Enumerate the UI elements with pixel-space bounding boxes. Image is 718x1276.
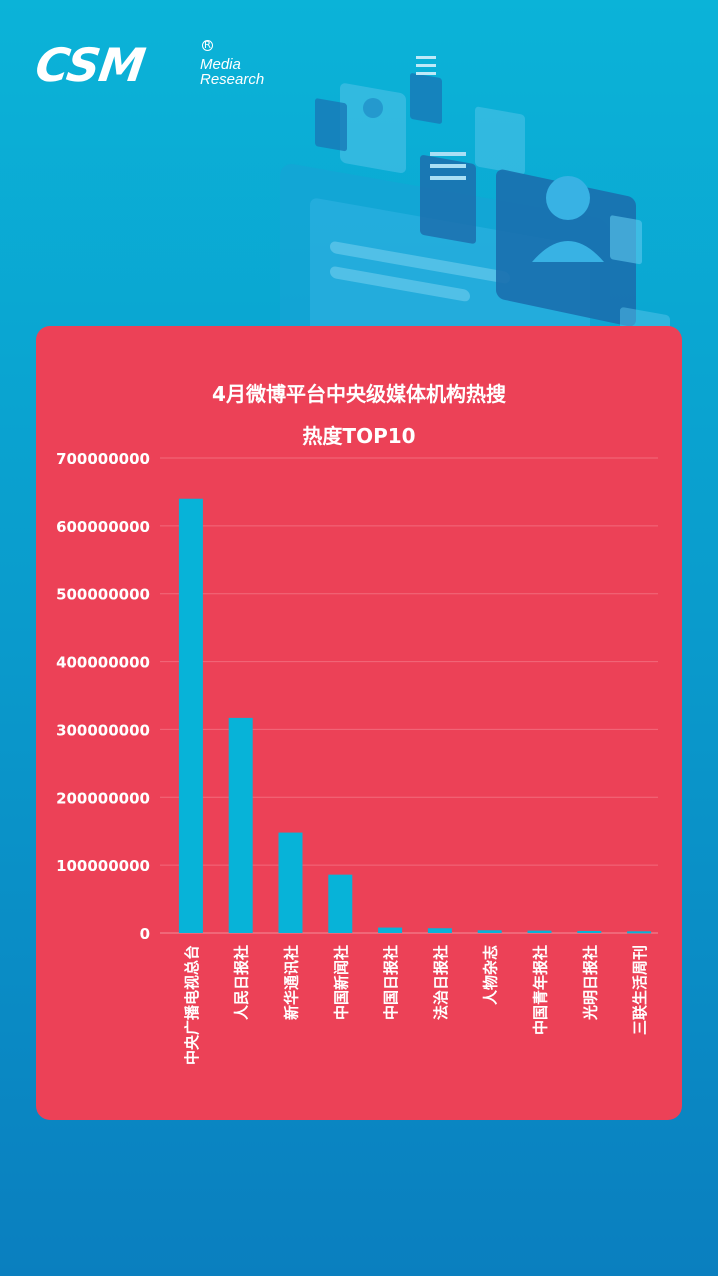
chart-title-line2: 热度TOP10 [302,424,416,448]
x-category-label: 三联生活周刊 [631,945,649,1035]
bar [228,717,253,933]
y-tick-label: 100000000 [56,857,150,875]
x-category-label: 中央广播电视总台 [183,945,201,1065]
x-category-label: 人物杂志 [482,945,500,1005]
logo-brand-text: CSM [32,38,148,92]
y-tick-label: 600000000 [56,518,150,536]
bar [577,930,602,933]
y-tick-label: 300000000 [56,721,150,739]
bar [627,931,652,934]
chart-title-line1: 4月微博平台中央级媒体机构热搜 [212,382,506,406]
y-tick-label: 500000000 [56,586,150,604]
bar [178,498,203,933]
social-media-illustration [280,56,670,340]
y-tick-label: 400000000 [56,654,150,672]
x-category-label: 人民日报社 [233,945,251,1020]
bar [378,927,403,933]
chart-card: 4月微博平台中央级媒体机构热搜 热度TOP10 0 100000000 200000… [36,326,682,1120]
x-category-label: 中国日报社 [382,945,400,1020]
x-category-label: 法治日报社 [432,945,450,1020]
bar [328,874,353,933]
registered-mark: R [202,40,213,51]
x-category-label: 光明日报社 [581,945,599,1021]
bar-chart: 0 100000000 200000000 300000000 400000000 500… [56,450,658,1065]
bar [527,930,552,933]
y-tick-label: 0 [140,925,150,943]
logo-research-text: Research [200,71,265,88]
x-category-label: 中国青年报社 [532,945,550,1035]
x-category-label: 新华通讯社 [283,945,301,1020]
csm-logo: CSM R Media Research [32,38,286,98]
x-category-label: 中国新闻社 [332,945,350,1020]
y-tick-label: 700000000 [56,450,150,468]
bar [427,928,452,933]
logo-media-text: Media [200,56,241,73]
bar [477,930,502,933]
bar [278,832,303,933]
y-tick-label: 200000000 [56,789,150,807]
